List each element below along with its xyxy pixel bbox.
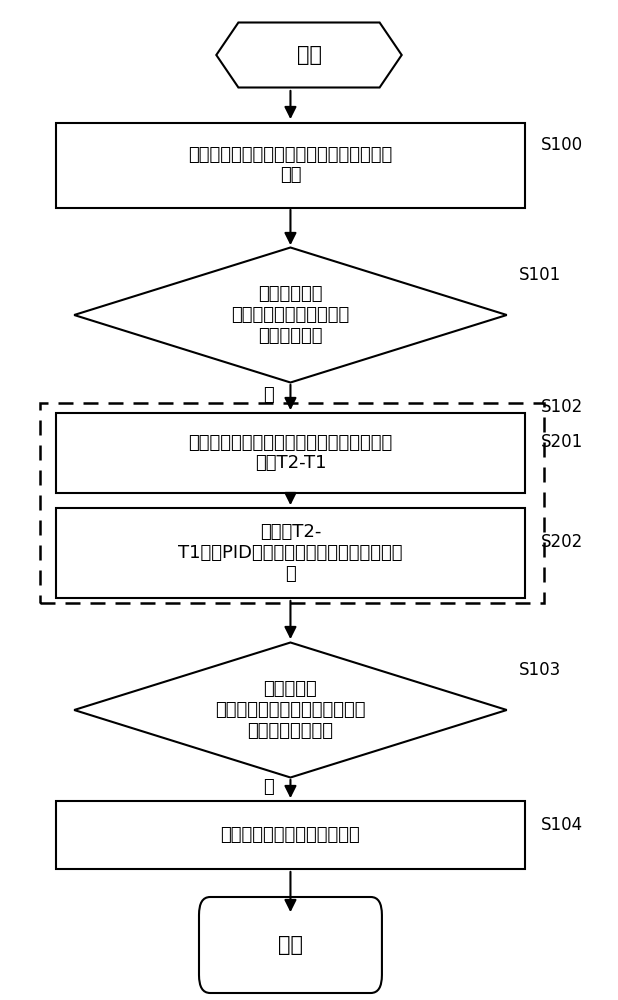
- Text: 开始: 开始: [297, 45, 321, 65]
- Bar: [56, 801, 525, 869]
- Text: S100: S100: [541, 136, 583, 154]
- Bar: [56, 413, 525, 493]
- Polygon shape: [74, 643, 507, 778]
- Text: 控制备电电池的充电电流减小: 控制备电电池的充电电流减小: [221, 826, 360, 844]
- Text: S201: S201: [541, 433, 583, 451]
- FancyBboxPatch shape: [199, 897, 382, 993]
- Text: 判断电池芯
温度采样值大于预设阈值的时长
是否超过预设时长: 判断电池芯 温度采样值大于预设阈值的时长 是否超过预设时长: [215, 680, 366, 740]
- Bar: [56, 122, 525, 208]
- Text: S102: S102: [541, 398, 583, 416]
- Text: S101: S101: [519, 266, 561, 284]
- Text: 将差值T2-
T1进行PID调节，以控制散热风扇的转速升
高: 将差值T2- T1进行PID调节，以控制散热风扇的转速升 高: [178, 523, 403, 583]
- Text: 是: 是: [263, 778, 274, 796]
- Polygon shape: [216, 23, 402, 88]
- Text: 是: 是: [263, 386, 274, 404]
- Text: 结束: 结束: [278, 935, 303, 955]
- Bar: [40, 403, 544, 603]
- Text: S103: S103: [519, 661, 561, 679]
- Text: 计算得到电池芯温度采样值减去预设阈值的
差值T2-T1: 计算得到电池芯温度采样值减去预设阈值的 差值T2-T1: [188, 434, 392, 472]
- Text: 判断备电电池
的电池芯温度采样值是否
大于预设阈值: 判断备电电池 的电池芯温度采样值是否 大于预设阈值: [231, 285, 350, 345]
- Polygon shape: [74, 247, 507, 382]
- Text: 控制备电电池以电池芯允许的最大电流进行
充电: 控制备电电池以电池芯允许的最大电流进行 充电: [188, 146, 392, 184]
- Bar: [56, 508, 525, 598]
- Text: S104: S104: [541, 816, 583, 834]
- Text: S202: S202: [541, 533, 583, 551]
